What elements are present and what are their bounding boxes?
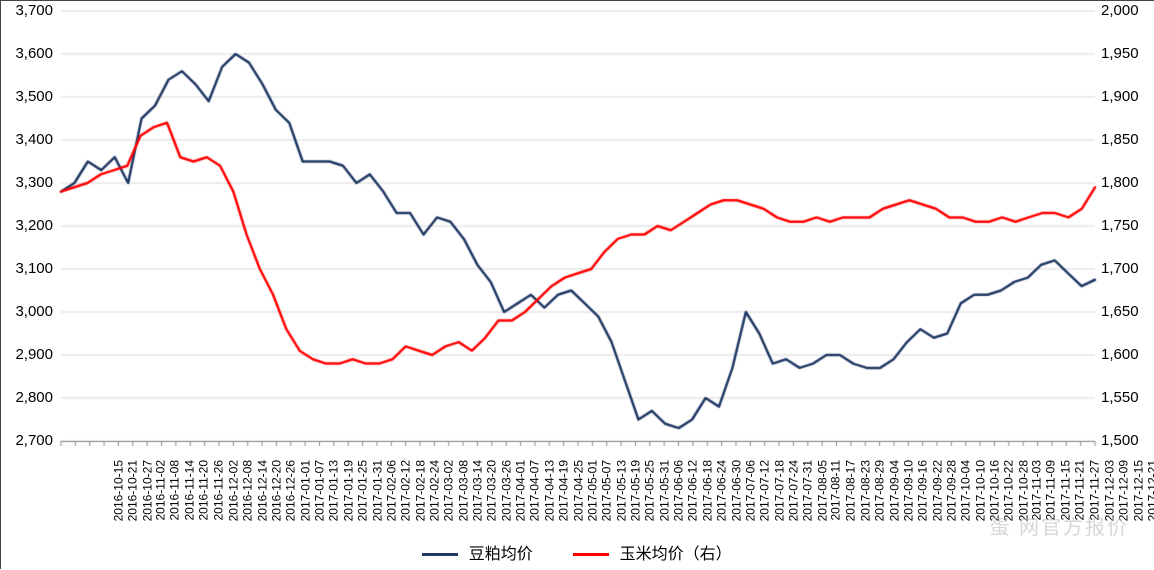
y-left-tick: 2,700 — [15, 432, 53, 449]
legend-swatch-1 — [422, 553, 458, 556]
x-tick: 2016-10-27 — [140, 460, 154, 521]
chart-container: 2,700 2,800 2,900 3,000 3,100 3,200 3,300 3,400… — [0, 0, 1154, 569]
y-right-tick: 1,900 — [1101, 88, 1139, 105]
x-tick: 2016-10-15 — [111, 460, 125, 521]
legend-swatch-2 — [573, 553, 609, 556]
legend-label-1: 豆粕均价 — [469, 546, 533, 563]
x-tick: 2017-05-01 — [585, 460, 599, 521]
x-tick: 2017-08-17 — [844, 460, 858, 521]
x-tick: 2017-04-07 — [528, 460, 542, 521]
y-right-tick: 1,800 — [1101, 174, 1139, 191]
x-tick: 2017-12-15 — [1131, 460, 1145, 521]
x-tick: 2017-02-06 — [384, 460, 398, 521]
x-tick: 2017-03-14 — [470, 460, 484, 521]
x-tick: 2017-08-11 — [829, 460, 843, 521]
x-tick: 2016-11-20 — [197, 460, 211, 521]
y-right-tick: 1,600 — [1101, 346, 1139, 363]
x-tick: 2017-01-07 — [312, 460, 326, 521]
legend-item-2: 玉米均价（右） — [573, 540, 731, 564]
x-tick: 2016-12-02 — [226, 460, 240, 521]
x-tick: 2017-05-25 — [643, 460, 657, 521]
legend-label-2: 玉米均价（右） — [620, 546, 732, 563]
y-right-tick: 1,700 — [1101, 260, 1139, 277]
x-tick: 2016-11-26 — [211, 460, 225, 521]
x-tick: 2017-01-31 — [370, 460, 384, 521]
x-tick: 2017-03-02 — [442, 460, 456, 521]
x-tick: 2017-01-25 — [356, 460, 370, 521]
y-left-tick: 3,600 — [15, 45, 53, 62]
x-tick: 2017-07-18 — [772, 460, 786, 521]
y-left-tick: 3,200 — [15, 217, 53, 234]
y-right-tick: 1,500 — [1101, 432, 1139, 449]
x-tick: 2017-02-24 — [427, 460, 441, 521]
y-right-tick: 1,550 — [1101, 389, 1139, 406]
y-left-tick: 2,800 — [15, 389, 53, 406]
legend: 豆粕均价 玉米均价（右） — [1, 540, 1153, 564]
x-tick: 2017-06-30 — [729, 460, 743, 521]
x-tick: 2017-06-18 — [700, 460, 714, 521]
x-tick: 2017-06-06 — [671, 460, 685, 521]
x-tick: 2017-06-24 — [715, 460, 729, 521]
x-tick: 2016-12-26 — [284, 460, 298, 521]
x-tick: 2017-04-13 — [542, 460, 556, 521]
x-tick: 2017-03-26 — [499, 460, 513, 521]
x-tick: 2017-05-31 — [657, 460, 671, 521]
x-tick: 2016-11-02 — [154, 460, 168, 521]
x-tick: 2017-09-28 — [944, 460, 958, 521]
x-tick: 2016-11-08 — [168, 460, 182, 521]
x-tick: 2017-06-12 — [686, 460, 700, 521]
x-tick: 2017-02-12 — [399, 460, 413, 521]
x-tick: 2017-05-13 — [614, 460, 628, 521]
x-tick: 2016-10-21 — [126, 460, 140, 521]
y-left-tick: 3,100 — [15, 260, 53, 277]
x-tick: 2017-07-31 — [801, 460, 815, 521]
x-tick: 2017-05-07 — [600, 460, 614, 521]
x-tick: 2017-07-06 — [743, 460, 757, 521]
x-tick: 2017-04-01 — [514, 460, 528, 521]
x-tick: 2017-05-19 — [628, 460, 642, 521]
x-tick: 2017-01-01 — [298, 460, 312, 521]
x-tick: 2017-07-12 — [758, 460, 772, 521]
x-tick: 2017-08-05 — [815, 460, 829, 521]
y-left-tick: 3,400 — [15, 131, 53, 148]
x-tick: 2016-12-08 — [241, 460, 255, 521]
x-tick: 2017-03-08 — [456, 460, 470, 521]
x-tick: 2017-03-20 — [485, 460, 499, 521]
x-tick: 2017-02-18 — [413, 460, 427, 521]
x-tick: 2017-04-25 — [571, 460, 585, 521]
x-tick: 2017-04-19 — [557, 460, 571, 521]
y-right-tick: 1,750 — [1101, 217, 1139, 234]
x-tick: 2016-12-20 — [269, 460, 283, 521]
x-tick: 2017-09-22 — [930, 460, 944, 521]
x-tick: 2017-08-23 — [858, 460, 872, 521]
x-tick: 2017-07-24 — [786, 460, 800, 521]
x-tick: 2017-10-10 — [973, 460, 987, 521]
x-tick: 2017-08-29 — [873, 460, 887, 521]
y-right-tick: 1,950 — [1101, 45, 1139, 62]
watermark-text: 蛋 网官方报价 — [989, 511, 1129, 540]
x-tick: 2016-12-14 — [255, 460, 269, 521]
x-tick: 2017-01-13 — [327, 460, 341, 521]
x-tick: 2017-09-04 — [887, 460, 901, 521]
x-tick: 2017-12-21 — [1145, 460, 1154, 521]
y-left-tick: 3,500 — [15, 88, 53, 105]
y-left-tick: 3,000 — [15, 303, 53, 320]
x-tick: 2017-09-16 — [916, 460, 930, 521]
y-right-tick: 2,000 — [1101, 2, 1139, 19]
y-left-tick: 3,300 — [15, 174, 53, 191]
y-left-tick: 3,700 — [15, 2, 53, 19]
y-right-tick: 1,850 — [1101, 131, 1139, 148]
x-tick: 2017-09-10 — [901, 460, 915, 521]
legend-item-1: 豆粕均价 — [422, 540, 532, 564]
x-tick: 2016-11-14 — [182, 460, 196, 521]
y-right-tick: 1,650 — [1101, 303, 1139, 320]
x-tick: 2017-10-04 — [959, 460, 973, 521]
x-tick: 2017-01-19 — [341, 460, 355, 521]
y-left-tick: 2,900 — [15, 346, 53, 363]
